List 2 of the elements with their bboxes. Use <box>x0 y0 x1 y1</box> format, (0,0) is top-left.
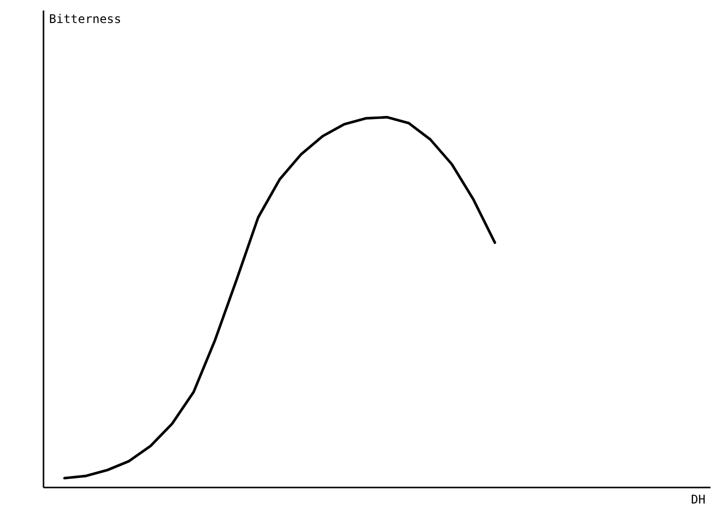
text: Bitterness <box>49 12 122 26</box>
x-axis-title: DH <box>691 492 706 506</box>
